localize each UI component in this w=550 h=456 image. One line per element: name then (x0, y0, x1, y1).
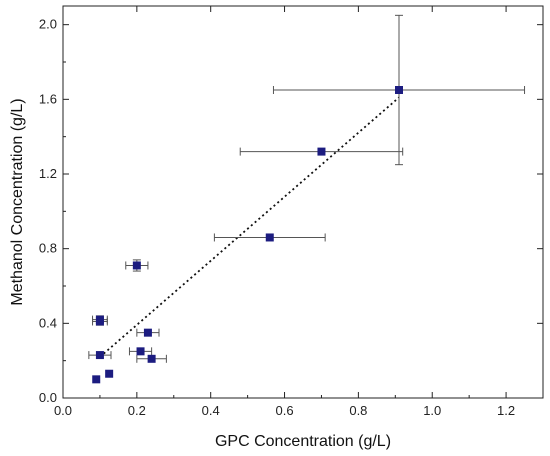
y-tick-label: 2.0 (39, 17, 57, 32)
x-axis-ticks: 0.0 0.2 0.4 0.6 0.8 1.0 1.2 (54, 6, 544, 418)
data-point (136, 347, 145, 356)
trendline-layer (99, 96, 400, 358)
y-axis-ticks: 0.0 0.4 0.8 1.2 1.6 2.0 (39, 17, 543, 405)
x-axis-label: GPC Concentration (g/L) (215, 433, 391, 450)
x-tick-label: 0.4 (202, 403, 220, 418)
y-tick-label: 0.0 (39, 390, 57, 405)
data-point (132, 261, 141, 270)
x-tick-label: 1.2 (497, 403, 515, 418)
x-tick-label: 0.2 (128, 403, 146, 418)
trendline (99, 96, 400, 358)
data-point (95, 317, 104, 326)
x-tick-label: 1.0 (423, 403, 441, 418)
x-tick-label: 0.0 (54, 403, 72, 418)
data-point (105, 369, 114, 378)
marker-layer (92, 86, 403, 384)
y-axis-label: Methanol Concentration (g/L) (9, 98, 26, 305)
x-tick-label: 0.8 (349, 403, 367, 418)
data-point (143, 328, 152, 337)
y-tick-label: 0.4 (39, 315, 57, 330)
data-point (92, 375, 101, 384)
y-tick-label: 0.8 (39, 241, 57, 256)
data-point (147, 354, 156, 363)
y-tick-label: 1.2 (39, 166, 57, 181)
data-point (265, 233, 274, 242)
x-tick-label: 0.6 (275, 403, 293, 418)
plot-frame (62, 5, 544, 399)
data-point (317, 147, 326, 156)
data-point (395, 86, 403, 94)
y-tick-label: 1.6 (39, 91, 57, 106)
data-point (95, 351, 104, 360)
